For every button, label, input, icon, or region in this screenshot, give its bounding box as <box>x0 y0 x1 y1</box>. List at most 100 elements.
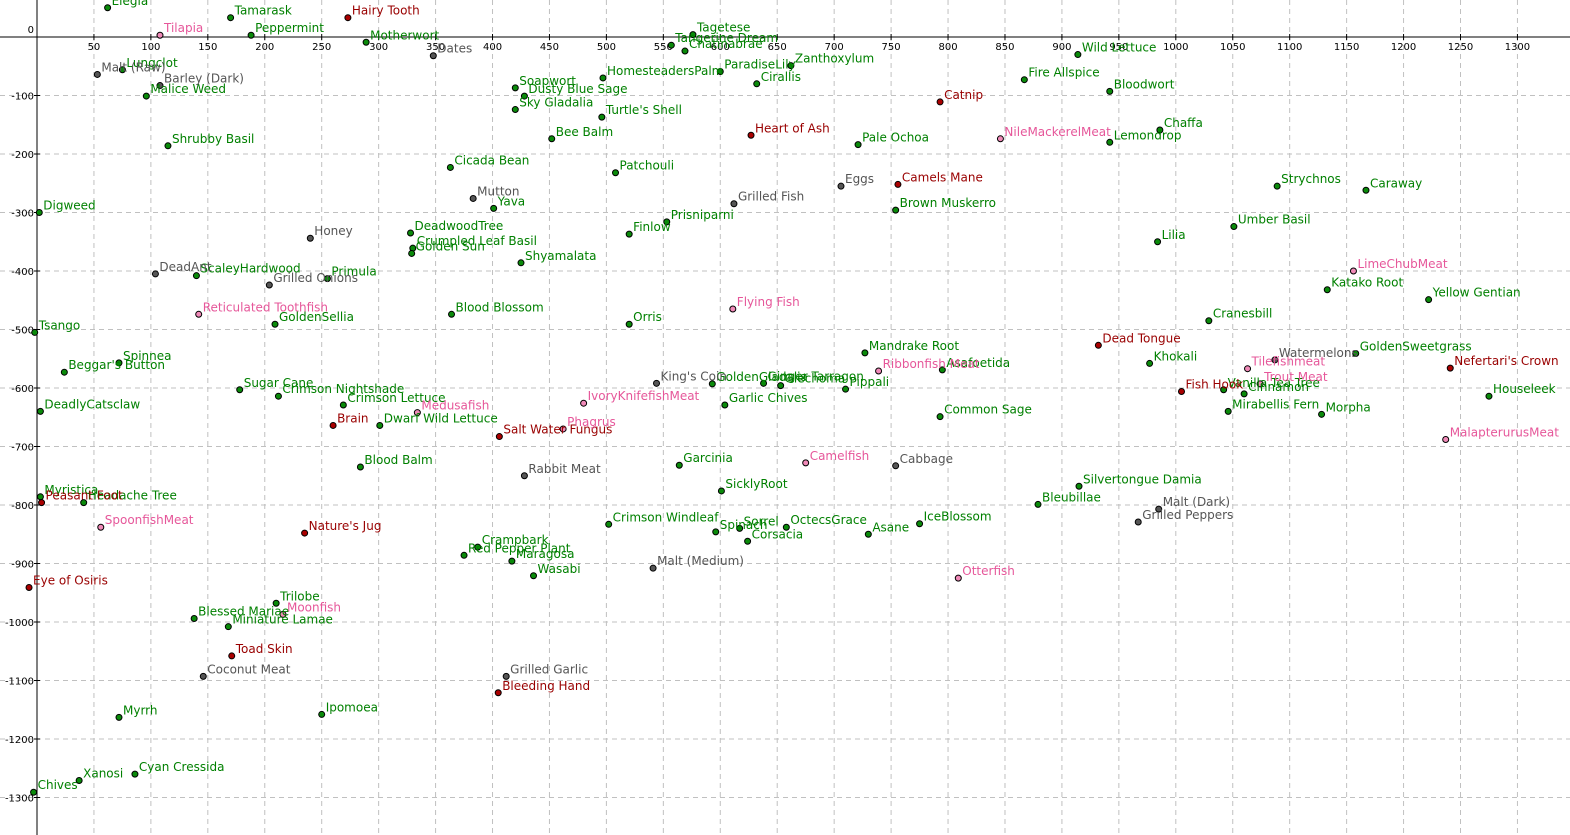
point-label: Hairy Tooth <box>352 4 420 18</box>
data-point-herb <box>605 520 613 528</box>
data-point-fish <box>875 367 883 375</box>
point-label: Corsacia <box>752 527 804 541</box>
point-label: Peasant Foot <box>46 489 123 503</box>
data-point-herb <box>760 379 768 387</box>
point-label: Blood Blossom <box>456 300 544 314</box>
point-label: Strychnos <box>1281 172 1341 186</box>
data-point-herb <box>892 206 900 214</box>
data-point-herb <box>271 320 279 328</box>
x-tick-label: 1250 <box>1448 42 1473 53</box>
point-label: MalapterurusMeat <box>1450 425 1560 439</box>
point-label: Salt Water Fungus <box>503 423 612 437</box>
point-label: Grilled Fish <box>738 190 804 204</box>
data-point-herb <box>131 770 139 778</box>
point-label: Phagrus <box>567 415 616 429</box>
data-point-herb <box>339 401 347 409</box>
data-point-herb <box>490 204 498 212</box>
point-label: Glechoma <box>785 372 846 386</box>
x-tick-label: 550 <box>654 42 673 53</box>
point-label: Spinnea <box>123 349 172 363</box>
data-point-cooked <box>429 52 437 60</box>
point-label: Tilapia <box>163 21 203 35</box>
data-point-fish <box>413 409 421 417</box>
data-point-animal <box>894 180 902 188</box>
point-label: Flying Fish <box>737 295 800 309</box>
data-point-cooked <box>265 281 273 289</box>
point-label: Tangerine Dream <box>674 31 778 45</box>
point-label: Watermelons <box>1279 346 1358 360</box>
data-point-herb <box>1020 76 1028 84</box>
point-label: Umber Basil <box>1238 213 1311 227</box>
point-label: Cabbage <box>900 452 953 466</box>
data-point-cooked <box>730 200 738 208</box>
point-label: Malice Weed <box>150 82 226 96</box>
data-point-herb <box>31 328 39 336</box>
data-point-herb <box>142 92 150 100</box>
data-point-cooked <box>1271 356 1279 364</box>
data-point-herb <box>1205 317 1213 325</box>
point-label: GoldenSellia <box>279 310 354 324</box>
x-tick-label: 850 <box>995 42 1014 53</box>
point-label: Garcinia <box>683 451 733 465</box>
y-tick-label: -300 <box>11 209 34 220</box>
data-point-animal <box>495 433 503 441</box>
point-label: SpoonfishMeat <box>105 513 194 527</box>
point-label: Honey <box>314 224 352 238</box>
data-point-herb <box>842 385 850 393</box>
point-label: DeadlyCatsclaw <box>44 397 140 411</box>
point-label: Catnip <box>944 88 983 102</box>
point-label: Toad Skin <box>235 642 293 656</box>
point-label: Crimson Windleaf <box>613 510 720 524</box>
data-point-animal <box>301 529 309 537</box>
x-tick-label: 200 <box>255 42 274 53</box>
data-point-herb <box>598 113 606 121</box>
data-point-herb <box>376 421 384 429</box>
point-label: OctecsGrace <box>790 513 867 527</box>
data-point-herb <box>625 320 633 328</box>
x-tick-label: 600 <box>711 42 730 53</box>
point-label: Yava <box>497 194 526 208</box>
data-point-fish <box>1244 365 1252 373</box>
point-label: Chives <box>38 778 78 792</box>
x-tick-label: 400 <box>483 42 502 53</box>
data-point-herb <box>192 272 200 280</box>
data-point-herb <box>1074 51 1082 59</box>
data-point-herb <box>681 47 689 55</box>
point-label: Golden Sun <box>416 239 485 253</box>
data-point-herb <box>1106 138 1114 146</box>
point-label: Camelfish <box>810 449 870 463</box>
data-point-herb <box>1220 386 1228 394</box>
data-point-fish <box>954 574 962 582</box>
point-label: Pale Ochoa <box>862 131 929 145</box>
data-point-herb <box>721 401 729 409</box>
point-label: King's Coin <box>661 369 727 383</box>
data-point-herb <box>460 551 468 559</box>
point-label: Chaffa <box>1164 116 1203 130</box>
x-tick-label: 900 <box>1052 42 1071 53</box>
data-point-herb <box>1362 186 1370 194</box>
point-label: Khokali <box>1154 349 1198 363</box>
point-label: Elegia <box>112 0 149 8</box>
data-point-fish <box>279 610 287 618</box>
point-label: Moonfish <box>287 600 341 614</box>
data-point-herb <box>1224 407 1232 415</box>
point-label: Malt (Raw) <box>101 60 165 74</box>
data-point-animal <box>1094 341 1102 349</box>
data-point-herb <box>36 407 44 415</box>
x-tick-label: 450 <box>540 42 559 53</box>
point-label: Eye of Osiris <box>33 573 108 587</box>
point-label: Grilled Peppers <box>1142 508 1233 522</box>
tick-labels: 50 100 150 200 250 300 350 400 450 500 550 600 650 70… <box>5 25 1530 805</box>
point-labels: Elegia Tamarask Peppermint Motherwort Tagete… <box>33 0 1559 792</box>
data-point-cooked <box>1134 518 1142 526</box>
point-label: Lemondrop <box>1114 128 1182 142</box>
x-tick-label: 800 <box>938 42 957 53</box>
point-label: Cyan Cressida <box>139 760 225 774</box>
point-label: Turtle's Shell <box>605 103 682 117</box>
x-tick-label: 1100 <box>1277 42 1302 53</box>
data-point-herb <box>712 528 720 536</box>
data-point-herb <box>272 599 280 607</box>
data-point-herb <box>777 382 785 390</box>
data-point-cooked <box>892 462 900 470</box>
